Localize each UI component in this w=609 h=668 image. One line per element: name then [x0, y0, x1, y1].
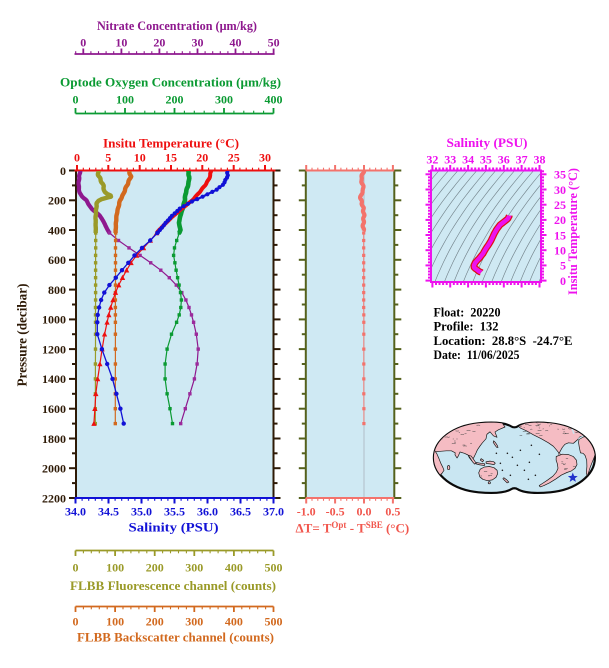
svg-text:300: 300	[185, 615, 203, 629]
svg-text:Salinity (PSU): Salinity (PSU)	[129, 520, 219, 535]
svg-text:Profile: 132: Profile: 132	[434, 318, 499, 333]
svg-text:Date: 11/06/2025: Date: 11/06/2025	[434, 347, 520, 362]
svg-text:10: 10	[115, 36, 127, 50]
svg-text:1600: 1600	[42, 402, 66, 416]
svg-text:Insitu Temperature (°C): Insitu Temperature (°C)	[565, 168, 580, 295]
svg-text:0: 0	[80, 36, 86, 50]
svg-text:37.0: 37.0	[263, 505, 284, 519]
svg-text:36.0: 36.0	[197, 505, 218, 519]
svg-text:20: 20	[196, 151, 208, 165]
svg-text:10: 10	[554, 244, 566, 258]
svg-text:38: 38	[534, 153, 546, 167]
svg-text:300: 300	[185, 561, 203, 575]
svg-text:500: 500	[265, 561, 283, 575]
svg-text:300: 300	[215, 93, 233, 107]
svg-text:20: 20	[153, 36, 165, 50]
svg-text:0: 0	[60, 164, 66, 178]
svg-text:25: 25	[554, 198, 566, 212]
svg-text:35.0: 35.0	[131, 505, 152, 519]
svg-text:40: 40	[230, 36, 242, 50]
svg-text:-1.0: -1.0	[297, 505, 316, 519]
svg-text:34.0: 34.0	[65, 505, 86, 519]
svg-text:100: 100	[106, 561, 124, 575]
svg-text:36: 36	[498, 153, 510, 167]
svg-text:35.5: 35.5	[164, 505, 185, 519]
svg-text:400: 400	[225, 615, 243, 629]
svg-text:1800: 1800	[42, 432, 66, 446]
svg-text:0: 0	[74, 151, 80, 165]
svg-text:Float: 20220: Float: 20220	[434, 305, 501, 320]
svg-text:0.5: 0.5	[385, 505, 400, 519]
svg-text:2000: 2000	[42, 462, 66, 476]
svg-text:400: 400	[265, 93, 283, 107]
svg-text:0: 0	[560, 274, 566, 288]
svg-text:ΔT= TOpt - TSBE (°C): ΔT= TOpt - TSBE (°C)	[296, 520, 410, 536]
svg-text:35: 35	[480, 153, 492, 167]
svg-text:10: 10	[134, 151, 146, 165]
svg-text:Location: 28.8°S -24.7°E: Location: 28.8°S -24.7°E	[434, 333, 573, 348]
svg-text:37: 37	[516, 153, 528, 167]
svg-text:32: 32	[426, 153, 438, 167]
svg-text:Salinity (PSU): Salinity (PSU)	[447, 136, 528, 150]
svg-text:800: 800	[48, 283, 66, 297]
svg-text:Nitrate Concentration (μm/kg): Nitrate Concentration (μm/kg)	[97, 18, 257, 33]
svg-text:200: 200	[146, 561, 164, 575]
svg-text:20: 20	[554, 213, 566, 227]
svg-text:Insitu Temperature (°C): Insitu Temperature (°C)	[103, 136, 239, 151]
svg-text:0: 0	[73, 561, 79, 575]
svg-text:600: 600	[48, 253, 66, 267]
svg-text:Pressure (decibar): Pressure (decibar)	[15, 284, 30, 387]
svg-text:Optode Oxygen Concentration (μ: Optode Oxygen Concentration (μm/kg)	[60, 75, 281, 90]
svg-text:36.5: 36.5	[230, 505, 251, 519]
svg-text:50: 50	[268, 36, 280, 50]
svg-text:200: 200	[48, 194, 66, 208]
svg-text:30: 30	[192, 36, 204, 50]
svg-text:34: 34	[462, 153, 474, 167]
svg-text:500: 500	[265, 615, 283, 629]
svg-text:30: 30	[554, 183, 566, 197]
svg-text:FLBB Fluorescence channel (cou: FLBB Fluorescence channel (counts)	[70, 578, 276, 593]
svg-text:34.5: 34.5	[98, 505, 119, 519]
svg-text:1400: 1400	[42, 372, 66, 386]
svg-text:25: 25	[228, 151, 240, 165]
svg-text:0.0: 0.0	[357, 505, 372, 519]
svg-text:35: 35	[554, 168, 566, 182]
svg-text:5: 5	[105, 151, 111, 165]
svg-text:400: 400	[225, 561, 243, 575]
svg-text:100: 100	[116, 93, 134, 107]
svg-text:200: 200	[146, 615, 164, 629]
svg-text:200: 200	[166, 93, 184, 107]
svg-text:5: 5	[560, 259, 566, 273]
svg-text:1000: 1000	[42, 313, 66, 327]
svg-text:1200: 1200	[42, 342, 66, 356]
svg-text:33: 33	[444, 153, 456, 167]
svg-text:2200: 2200	[42, 491, 66, 505]
svg-text:400: 400	[48, 223, 66, 237]
svg-text:-0.5: -0.5	[326, 505, 345, 519]
svg-text:30: 30	[259, 151, 271, 165]
svg-text:0: 0	[73, 615, 79, 629]
svg-text:100: 100	[106, 615, 124, 629]
svg-text:FLBB Backscatter channel (coun: FLBB Backscatter channel (counts)	[77, 630, 274, 645]
svg-text:0: 0	[73, 93, 79, 107]
svg-text:15: 15	[554, 228, 566, 242]
svg-text:15: 15	[165, 151, 177, 165]
